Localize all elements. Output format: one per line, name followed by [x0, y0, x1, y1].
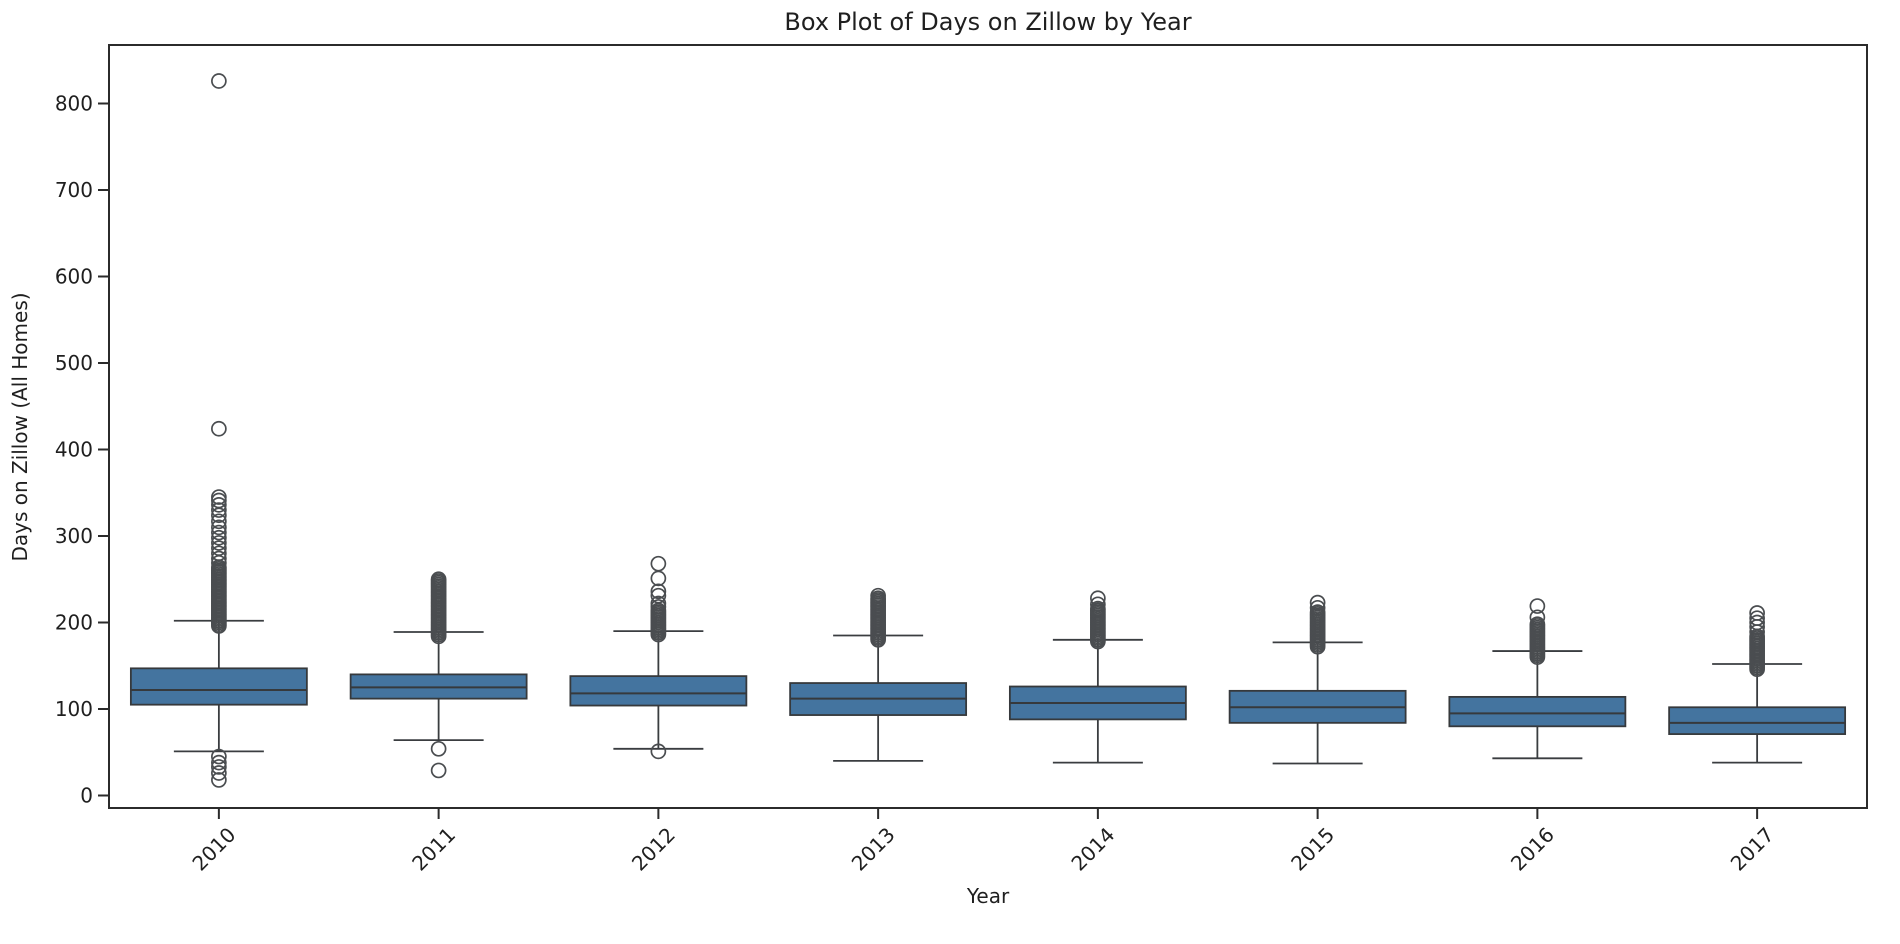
outlier-point: [1749, 605, 1765, 621]
box-group-2014: [1008, 590, 1187, 764]
iqr-box: [569, 675, 748, 707]
outlier-point: [1529, 598, 1546, 614]
outlier-point: [211, 519, 227, 536]
iqr-box: [1448, 695, 1627, 728]
outlier-point: [211, 540, 227, 556]
outlier-point: [211, 535, 227, 551]
outlier-point: [211, 550, 227, 567]
box-group-2011: [349, 571, 528, 779]
iqr-box: [1668, 706, 1847, 735]
outlier-point: [211, 772, 227, 788]
outlier-point: [211, 73, 227, 89]
x-tick-label: 2013: [847, 823, 900, 876]
outlier-point: [211, 759, 227, 775]
x-tick-label: 2016: [1506, 823, 1559, 876]
iqr-box: [129, 667, 308, 706]
outlier-point: [650, 583, 667, 600]
outlier-point: [211, 765, 227, 781]
outlier-point: [211, 513, 227, 530]
x-axis-ticks: 2010 2011 2012 2013 2014 2015 2016 2017: [187, 808, 1779, 876]
outlier-point: [211, 754, 227, 771]
box-group-2012: [569, 555, 748, 760]
outlier-point: [211, 545, 227, 562]
y-tick-label: 100: [55, 697, 93, 721]
box-group-2013: [789, 587, 968, 762]
outlier-point: [1309, 599, 1326, 616]
outlier-point: [1090, 590, 1106, 607]
outlier-point: [1090, 596, 1106, 613]
outlier-point: [1309, 604, 1326, 620]
outlier-point: [211, 524, 227, 541]
y-axis-label: Days on Zillow (All Homes): [8, 292, 32, 561]
chart-title: Box Plot of Days on Zillow by Year: [784, 8, 1191, 36]
y-tick-label: 600: [55, 265, 93, 289]
box-group-2010: [129, 73, 308, 788]
outlier-point: [1529, 609, 1546, 626]
y-tick-label: 0: [80, 784, 93, 808]
x-tick-label: 2017: [1726, 823, 1779, 876]
outlier-point: [211, 489, 227, 505]
y-tick-label: 500: [55, 351, 93, 375]
y-axis-ticks: 0 100 200 300 400 500 600 700 800: [55, 92, 109, 808]
box-plots: [129, 73, 1847, 788]
outlier-point: [1749, 610, 1765, 627]
outlier-point: [1309, 594, 1326, 611]
y-tick-label: 700: [55, 178, 93, 202]
box-group-2016: [1448, 598, 1627, 760]
outlier-point: [430, 740, 447, 757]
x-tick-label: 2012: [627, 823, 680, 876]
box-group-2017: [1668, 605, 1847, 764]
outlier-point: [211, 529, 227, 546]
y-tick-label: 300: [55, 524, 93, 548]
x-tick-label: 2010: [187, 823, 240, 876]
outlier-point: [211, 748, 227, 765]
outlier-point: [430, 571, 447, 588]
outlier-point: [870, 587, 886, 604]
box-group-2015: [1228, 594, 1407, 765]
x-tick-label: 2011: [407, 823, 460, 876]
x-tick-label: 2015: [1286, 823, 1339, 876]
y-tick-label: 200: [55, 611, 93, 635]
y-tick-label: 800: [55, 92, 93, 116]
outlier-point: [430, 762, 447, 779]
x-axis-label: Year: [966, 884, 1010, 908]
outlier-point: [650, 555, 667, 572]
outlier-point: [1529, 616, 1546, 633]
outlier-point: [650, 743, 667, 760]
x-tick-label: 2014: [1066, 823, 1119, 876]
outlier-point: [650, 595, 667, 612]
outlier-point: [211, 497, 227, 513]
outlier-point: [211, 502, 227, 518]
outlier-point: [650, 587, 667, 604]
outlier-point: [1749, 614, 1765, 631]
y-tick-label: 400: [55, 438, 93, 462]
outlier-point: [1090, 600, 1106, 617]
outlier-point: [211, 420, 227, 437]
